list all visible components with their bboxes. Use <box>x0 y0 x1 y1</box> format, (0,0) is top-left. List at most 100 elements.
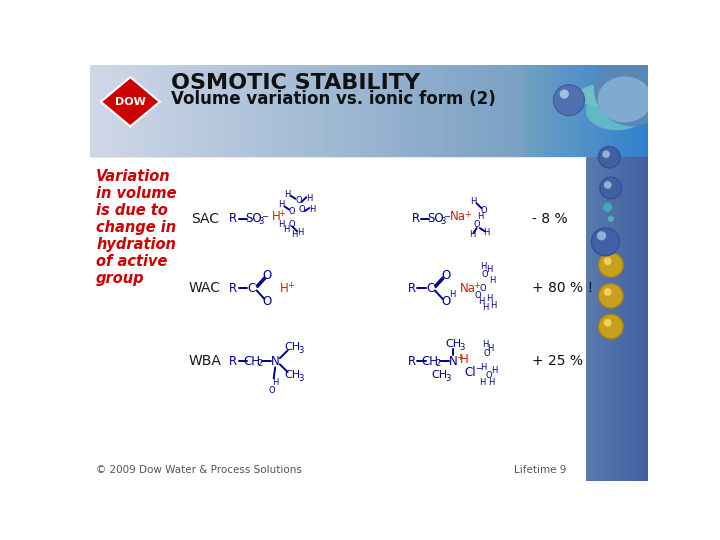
Bar <box>621 65 624 157</box>
Bar <box>598 65 601 157</box>
Text: O: O <box>484 349 490 358</box>
Text: 2: 2 <box>257 359 262 368</box>
Bar <box>271 65 274 157</box>
Text: 3: 3 <box>298 346 304 355</box>
Bar <box>280 65 282 157</box>
Bar <box>639 65 642 157</box>
Text: CH: CH <box>422 355 438 368</box>
Text: H: H <box>486 265 492 274</box>
Circle shape <box>604 181 611 189</box>
Bar <box>233 65 235 157</box>
Bar <box>305 65 307 157</box>
Text: CH: CH <box>431 370 448 380</box>
Bar <box>481 65 483 157</box>
Bar <box>633 65 636 157</box>
Bar <box>151 65 154 157</box>
Bar <box>90 157 586 481</box>
Bar <box>138 65 140 157</box>
Text: 3: 3 <box>258 217 264 226</box>
Bar <box>215 65 218 157</box>
Text: WBA: WBA <box>188 354 221 368</box>
Bar <box>372 65 374 157</box>
Bar <box>461 65 464 157</box>
Text: O: O <box>480 206 487 215</box>
Bar <box>307 65 310 157</box>
Bar <box>562 65 564 157</box>
Bar <box>369 65 372 157</box>
Bar <box>364 65 366 157</box>
Text: H: H <box>278 220 284 230</box>
Bar <box>453 65 456 157</box>
Bar <box>154 65 157 157</box>
Text: H: H <box>284 190 291 199</box>
Bar <box>559 65 562 157</box>
Bar <box>402 65 405 157</box>
Bar <box>550 65 553 157</box>
Text: H: H <box>486 294 492 303</box>
Bar <box>204 65 207 157</box>
Bar <box>263 65 266 157</box>
Text: in volume: in volume <box>96 186 176 201</box>
Bar <box>193 65 196 157</box>
Bar <box>428 65 431 157</box>
Bar <box>631 65 633 157</box>
Bar <box>260 65 263 157</box>
Bar <box>148 65 151 157</box>
Bar <box>634 65 637 157</box>
Bar <box>121 65 124 157</box>
Bar <box>584 65 587 157</box>
Bar <box>207 65 210 157</box>
Bar <box>514 65 517 157</box>
Text: SAC: SAC <box>191 212 219 226</box>
Text: WAC: WAC <box>189 281 221 295</box>
Text: O: O <box>289 220 296 230</box>
Bar <box>126 65 129 157</box>
Bar <box>394 65 397 157</box>
Text: of active: of active <box>96 254 168 268</box>
Bar <box>574 65 576 157</box>
Bar <box>176 65 179 157</box>
Bar <box>182 65 185 157</box>
Bar <box>545 65 548 157</box>
Text: O: O <box>475 291 482 300</box>
Text: O: O <box>441 268 450 281</box>
Bar <box>431 65 433 157</box>
Bar <box>160 65 163 157</box>
Text: C: C <box>248 281 256 295</box>
Bar <box>129 65 132 157</box>
Circle shape <box>600 177 621 199</box>
Bar <box>618 65 621 157</box>
Bar <box>603 65 606 157</box>
Text: +: + <box>456 353 463 362</box>
Bar <box>447 65 450 157</box>
Bar <box>508 65 511 157</box>
Bar <box>330 65 333 157</box>
Text: H: H <box>280 281 289 295</box>
Bar <box>389 65 392 157</box>
Text: H: H <box>477 212 483 221</box>
Text: O: O <box>482 270 489 279</box>
Bar <box>544 65 546 157</box>
Bar <box>531 65 534 157</box>
Bar <box>529 65 531 157</box>
Bar <box>199 65 202 157</box>
Text: CH: CH <box>243 355 261 368</box>
Bar <box>611 65 613 157</box>
Text: H: H <box>479 379 485 387</box>
Bar <box>313 65 316 157</box>
Bar <box>112 65 115 157</box>
Bar <box>520 65 523 157</box>
Text: CH: CH <box>284 342 300 353</box>
Text: −: − <box>443 212 450 221</box>
Bar <box>601 65 603 157</box>
Bar <box>567 65 570 157</box>
Text: + 25 %: + 25 % <box>532 354 582 368</box>
Bar <box>366 65 369 157</box>
Bar <box>523 65 526 157</box>
Bar <box>101 65 104 157</box>
Bar <box>566 65 569 157</box>
Bar <box>196 65 199 157</box>
Bar <box>104 65 107 157</box>
Bar <box>288 65 291 157</box>
Text: Volume variation vs. ionic form (2): Volume variation vs. ionic form (2) <box>171 90 496 109</box>
